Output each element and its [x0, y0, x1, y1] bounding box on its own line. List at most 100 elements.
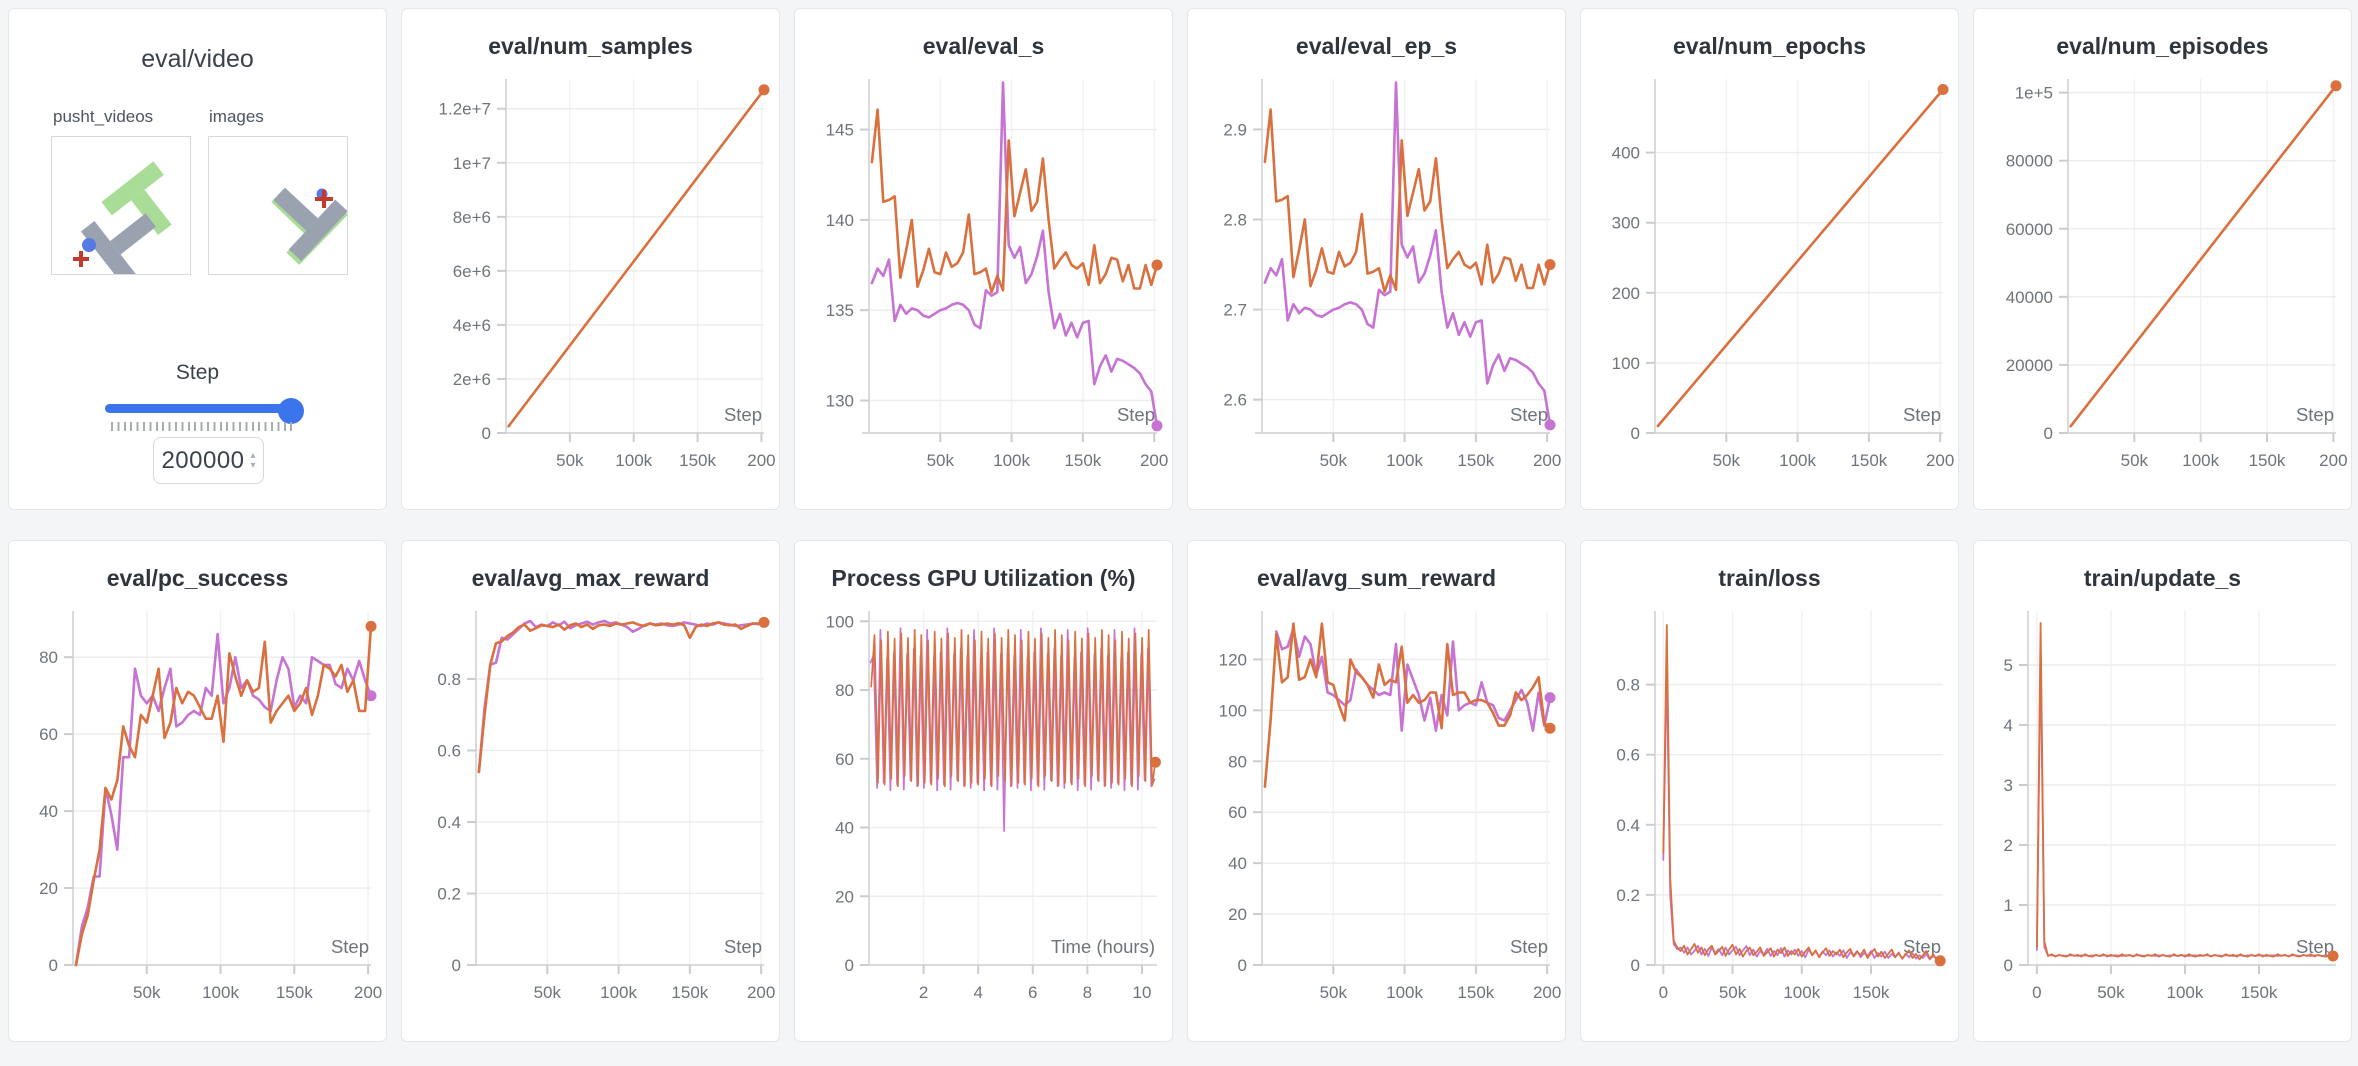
svg-text:150k: 150k: [679, 451, 716, 470]
line-chart-canvas[interactable]: 50k 100k 150k 200 0 20 40 60 80 100 120 Step: [1190, 597, 1563, 1021]
svg-text:0: 0: [1631, 956, 1640, 975]
svg-text:80000: 80000: [2006, 152, 2053, 171]
svg-text:0: 0: [1659, 983, 1668, 1002]
svg-text:50k: 50k: [2097, 983, 2125, 1002]
line-chart-canvas[interactable]: 50k 100k 150k 200 130 135 140 145 Step: [797, 65, 1170, 489]
line-chart-canvas[interactable]: 50k 100k 150k 200 0 0.2 0.4 0.6 0.8 Step: [404, 597, 777, 1021]
chart-title: eval/num_episodes: [2056, 33, 2269, 59]
line-chart-canvas[interactable]: 50k 100k 150k 200 0 20 40 60 80 Step: [11, 597, 384, 1021]
svg-text:20000: 20000: [2006, 356, 2053, 375]
svg-text:Step: Step: [2296, 404, 2334, 425]
svg-text:100k: 100k: [600, 983, 637, 1002]
svg-text:60: 60: [39, 725, 58, 744]
svg-text:4e+6: 4e+6: [453, 316, 491, 335]
chart-title: eval/pc_success: [106, 565, 289, 591]
svg-text:100k: 100k: [2182, 451, 2219, 470]
stepper-control[interactable]: ▴ ▾: [250, 449, 256, 471]
step-slider-ticks: [111, 422, 295, 431]
panel-eval-avg-max-reward: eval/avg_max_reward 50k 100k 150k 200 0 0.2 0.…: [401, 540, 780, 1042]
svg-text:2.8: 2.8: [1223, 211, 1247, 230]
svg-text:20: 20: [835, 887, 854, 906]
chart-title: train/loss: [1718, 565, 1821, 591]
svg-text:50k: 50k: [1719, 983, 1747, 1002]
chart-title: eval/avg_sum_reward: [1256, 565, 1497, 591]
svg-text:150k: 150k: [2249, 451, 2286, 470]
svg-text:200: 200: [1926, 451, 1954, 470]
step-number-input[interactable]: 200000 ▴ ▾: [153, 437, 264, 484]
svg-text:50k: 50k: [927, 451, 955, 470]
chart-title: eval/eval_s: [922, 33, 1045, 59]
step-slider-handle[interactable]: [278, 398, 304, 424]
svg-text:100: 100: [1219, 701, 1247, 720]
svg-text:100k: 100k: [1386, 451, 1423, 470]
svg-text:20: 20: [1228, 905, 1247, 924]
line-chart-canvas[interactable]: 0 50k 100k 150k 0 0.2 0.4 0.6 0.8 Step: [1583, 597, 1956, 1021]
svg-text:200: 200: [747, 451, 775, 470]
media-label-images: images: [209, 107, 264, 126]
panel-title: eval/video: [141, 45, 254, 73]
svg-text:0: 0: [1631, 424, 1640, 443]
svg-text:Step: Step: [724, 936, 762, 957]
svg-text:0: 0: [452, 956, 461, 975]
panel-eval-avg-sum-reward: eval/avg_sum_reward 50k 100k 150k 200 0 20 40 6…: [1187, 540, 1566, 1042]
svg-text:2e+6: 2e+6: [453, 370, 491, 389]
svg-text:120: 120: [1219, 650, 1247, 669]
svg-text:1e+5: 1e+5: [2015, 84, 2053, 103]
svg-text:0: 0: [49, 956, 58, 975]
svg-text:1e+7: 1e+7: [453, 154, 491, 173]
svg-text:2.6: 2.6: [1223, 391, 1247, 410]
panel-eval-num-epochs: eval/num_epochs 50k 100k 150k 200 0 100 200 300…: [1580, 8, 1959, 510]
chart-title: eval/num_samples: [488, 33, 693, 59]
svg-text:100k: 100k: [202, 983, 239, 1002]
images-scene-graphic: [271, 187, 348, 266]
svg-text:0.2: 0.2: [437, 884, 461, 903]
svg-text:100k: 100k: [1783, 983, 1820, 1002]
line-chart-canvas[interactable]: 50k 100k 150k 200 2.6 2.7 2.8 2.9 Step: [1190, 65, 1563, 489]
green-target-t-shape: [101, 161, 172, 236]
media-label-pusht-videos: pusht_videos: [53, 107, 154, 126]
svg-text:0: 0: [2032, 983, 2041, 1002]
svg-text:Step: Step: [331, 936, 369, 957]
svg-text:Step: Step: [1903, 936, 1941, 957]
step-slider[interactable]: [105, 404, 301, 413]
svg-text:0: 0: [1238, 956, 1247, 975]
svg-text:6e+6: 6e+6: [453, 262, 491, 281]
svg-text:5: 5: [2004, 656, 2013, 675]
svg-text:200: 200: [747, 983, 775, 1002]
svg-text:50k: 50k: [534, 983, 562, 1002]
line-chart-canvas[interactable]: 50k 100k 150k 200 0 100 200 300 400 Step: [1583, 65, 1956, 489]
svg-text:80: 80: [1228, 752, 1247, 771]
pusht-video-thumbnail[interactable]: [51, 136, 191, 286]
svg-text:50k: 50k: [133, 983, 161, 1002]
svg-text:Step: Step: [1903, 404, 1941, 425]
svg-text:100k: 100k: [993, 451, 1030, 470]
svg-text:2: 2: [919, 983, 928, 1002]
line-chart-canvas[interactable]: 50k 100k 150k 200 0 2e+6 4e+6 6e+6 8e+6 1e+7 1.2e+…: [404, 65, 777, 489]
svg-text:150k: 150k: [1457, 983, 1494, 1002]
svg-text:140: 140: [826, 211, 854, 230]
svg-text:100: 100: [1612, 354, 1640, 373]
images-thumbnail[interactable]: [208, 136, 348, 275]
svg-text:200: 200: [2319, 451, 2347, 470]
chart-title: eval/eval_ep_s: [1295, 33, 1458, 59]
panel-eval-eval-ep-s: eval/eval_ep_s 50k 100k 150k 200 2.6 2.7 2.8 2.…: [1187, 8, 1566, 510]
spinner-up-icon[interactable]: ▴: [250, 449, 256, 461]
svg-text:200: 200: [1140, 451, 1168, 470]
svg-text:0.8: 0.8: [1616, 676, 1640, 695]
svg-text:Step: Step: [1117, 404, 1155, 425]
svg-text:300: 300: [1612, 214, 1640, 233]
panel-eval-num-episodes: eval/num_episodes 50k 100k 150k 200 0 20000 40…: [1973, 8, 2352, 510]
svg-text:150k: 150k: [1850, 451, 1887, 470]
svg-text:100k: 100k: [615, 451, 652, 470]
svg-text:Step: Step: [1510, 404, 1548, 425]
panel-eval-pc-success: eval/pc_success 50k 100k 150k 200 0 20 40 60 80 S…: [8, 540, 387, 1042]
svg-text:0: 0: [482, 424, 491, 443]
svg-text:40: 40: [39, 802, 58, 821]
svg-text:200: 200: [354, 983, 382, 1002]
line-chart-canvas[interactable]: 50k 100k 150k 200 0 20000 40000 60000 80000 1e+5 S…: [1976, 65, 2349, 489]
spinner-down-icon[interactable]: ▾: [250, 459, 256, 471]
svg-text:0.4: 0.4: [437, 813, 461, 832]
line-chart-canvas[interactable]: 0 50k 100k 150k 0 1 2 3 4 5 Step: [1976, 597, 2349, 1021]
